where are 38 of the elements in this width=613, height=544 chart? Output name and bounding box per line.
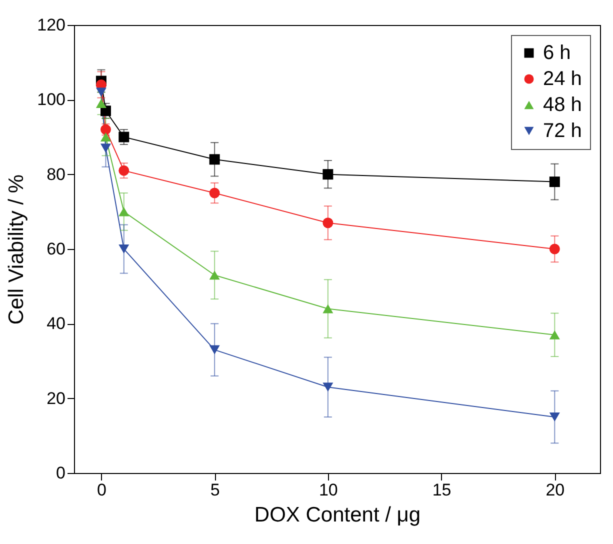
point: [322, 304, 334, 314]
y-tick-label: 60: [46, 240, 66, 258]
point: [118, 165, 130, 176]
x-tick-label: 15: [432, 480, 452, 500]
point: [209, 154, 220, 165]
point: [322, 169, 334, 180]
y-tick-label: 120: [37, 16, 66, 34]
x-axis-title: DOX Content / μg: [254, 504, 421, 526]
x-tick-label: 10: [318, 480, 338, 500]
point: [96, 88, 106, 97]
point: [549, 330, 560, 340]
x-tick-label: 5: [210, 480, 220, 500]
y-tick-label: 40: [46, 314, 66, 334]
point: [549, 412, 560, 422]
point: [118, 207, 130, 216]
y-tick-label: 20: [46, 388, 66, 408]
point: [209, 188, 220, 198]
point: [322, 382, 334, 392]
y-tick-label: 80: [46, 164, 66, 184]
x-tick-label: 0: [96, 480, 106, 500]
legend-label: 24 h: [543, 68, 582, 90]
y-tick-label: 100: [37, 90, 66, 110]
point: [100, 144, 111, 153]
legend-label: 6 h: [543, 42, 571, 64]
legend-label: 48 h: [543, 94, 582, 116]
point: [549, 244, 560, 254]
x-tick-label: 20: [546, 480, 565, 500]
point: [118, 132, 130, 142]
point: [549, 176, 560, 188]
point: [209, 345, 220, 354]
point: [96, 98, 106, 108]
y-axis-title: Cell Viability / %: [5, 174, 28, 325]
point: [209, 270, 220, 280]
y-tick-label: 0: [56, 464, 66, 482]
legend-label: 72 h: [543, 120, 582, 142]
point: [322, 218, 334, 228]
point: [100, 132, 111, 142]
point: [118, 244, 130, 254]
